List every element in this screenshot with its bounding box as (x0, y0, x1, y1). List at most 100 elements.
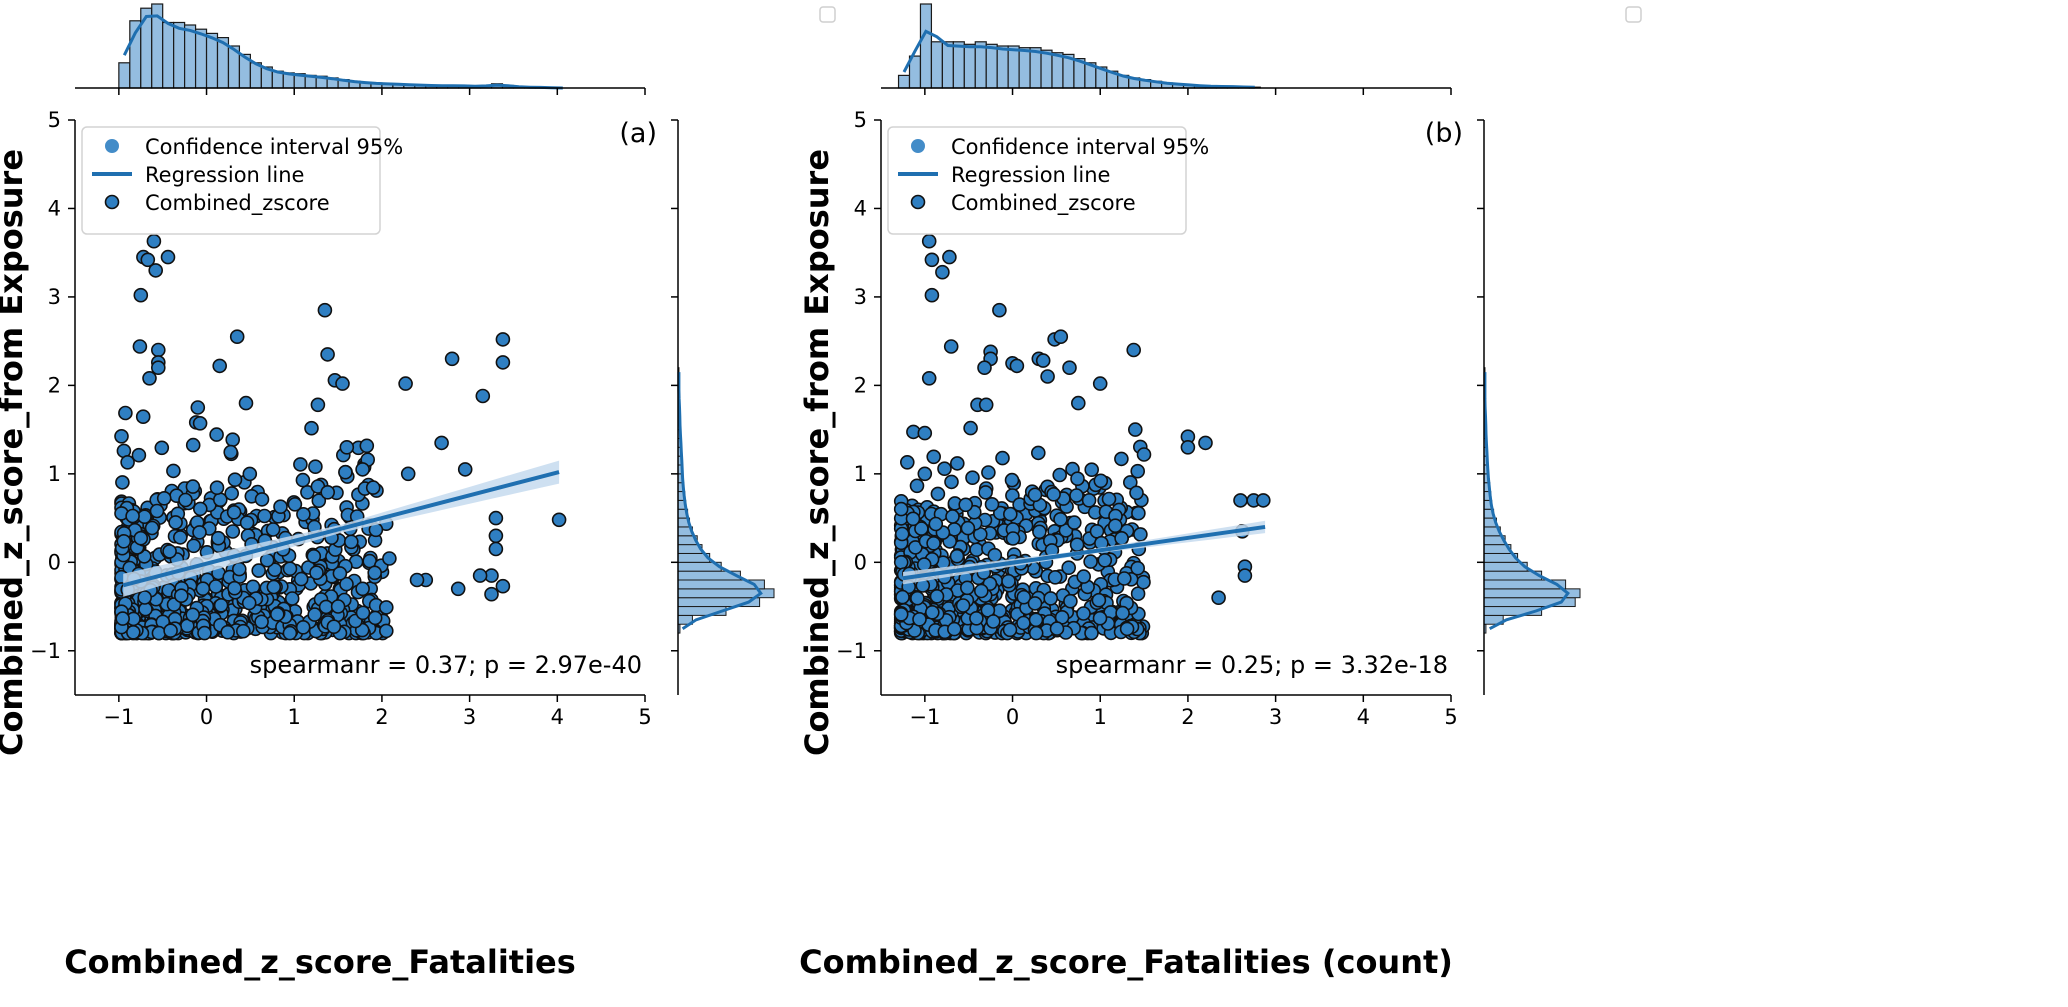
scatter-point (151, 625, 167, 641)
scatter-point (1027, 596, 1043, 611)
scatter-point (1052, 467, 1067, 483)
scatter-point (987, 547, 1003, 563)
top-hist-bar (952, 41, 965, 89)
scatter-point (293, 571, 309, 587)
scatter-point (1116, 571, 1132, 586)
legend-point-marker (104, 194, 120, 210)
scatter-point (488, 510, 504, 526)
top-hist-bar (162, 21, 175, 89)
x-tick-label: 3 (463, 705, 476, 729)
scatter-point (457, 462, 473, 477)
scatter-point (958, 497, 973, 513)
panel-label: (a) (619, 118, 657, 149)
top-hist-bar (1051, 52, 1064, 89)
scatter-point (185, 437, 201, 453)
scatter-point (978, 485, 993, 500)
empty-legend-box (819, 6, 836, 23)
scatter-point (151, 360, 166, 376)
scatter-point (969, 610, 984, 626)
scatter-point (1255, 493, 1271, 508)
x-tick-label: 0 (200, 705, 213, 729)
scatter-point (160, 249, 176, 265)
scatter-point (928, 516, 944, 532)
scatter-point (1114, 530, 1129, 546)
x-tick-label: −1 (909, 705, 940, 729)
scatter-point (293, 457, 308, 472)
scatter-point (359, 438, 375, 454)
scatter-point (197, 625, 212, 641)
scatter-point (444, 351, 460, 367)
scatter-point (142, 370, 157, 386)
scatter-point (296, 506, 311, 522)
x-tick-label: −1 (103, 705, 134, 729)
x-tick-label: 2 (375, 705, 388, 729)
top-hist-bar (194, 28, 208, 89)
scatter-point (409, 572, 425, 588)
scatter-point (367, 610, 383, 626)
legend-entry: Combined_zscore (951, 191, 1136, 216)
scatter-point (1089, 523, 1105, 539)
x-axis-label: Combined_z_score_Fatalities (count) (799, 943, 1453, 981)
scatter-point (944, 474, 959, 490)
top-hist-bar (173, 21, 186, 89)
scatter-point (943, 339, 959, 354)
scatter-point (133, 287, 149, 303)
scatter-point (149, 503, 165, 519)
top-marginal-histogram (881, 3, 1642, 95)
scatter-point (326, 619, 342, 635)
scatter-point (950, 456, 965, 471)
scatter-point (284, 591, 300, 606)
scatter-point (1047, 569, 1063, 585)
scatter-point (984, 496, 1000, 512)
scatter-point (287, 496, 303, 512)
scatter-point (173, 530, 188, 545)
y-tick-label: 3 (48, 285, 61, 309)
scatter-point (162, 544, 177, 559)
scatter-point (115, 475, 130, 490)
scatter-point (1076, 606, 1091, 621)
scatter-point (166, 463, 181, 479)
scatter-point (1027, 487, 1043, 503)
scatter-point (1084, 462, 1100, 478)
scatter-point (225, 524, 241, 539)
scatter-point (1211, 590, 1226, 606)
scatter-point (125, 508, 140, 524)
scatter-point (254, 492, 270, 507)
x-tick-label: 4 (1357, 705, 1370, 729)
scatter-point (1061, 560, 1077, 576)
y-axis-label: Combined_z_score_from Exposure (798, 149, 836, 756)
scatter-point (926, 449, 941, 465)
scatter-point (209, 480, 225, 496)
scatter-point (245, 579, 261, 595)
legend: Confidence interval 95% Regression line Co… (81, 126, 403, 235)
y-tick-label: 1 (48, 462, 61, 486)
legend-point-marker (910, 194, 926, 210)
legend-box (887, 126, 1187, 235)
scatter-point (133, 530, 149, 546)
top-hist-bar (985, 43, 998, 89)
x-tick-label: 4 (551, 705, 564, 729)
y-tick-label: 5 (854, 108, 867, 132)
scatter-point (937, 461, 952, 477)
scatter-point (1053, 511, 1068, 527)
scatter-point (232, 561, 247, 577)
scatter-point (925, 604, 940, 620)
scatter-point (495, 355, 511, 370)
scatter-point (178, 492, 193, 508)
scatter-point (1126, 342, 1142, 358)
scatter-point (209, 427, 224, 442)
top-hist-bar (1029, 47, 1042, 89)
x-axis-label: Combined_z_score_Fatalities (64, 943, 576, 981)
scatter-point (306, 548, 322, 564)
scatter-point (318, 599, 334, 615)
scatter-point (115, 611, 130, 626)
empty-legend-box (1625, 6, 1642, 23)
scatter-point (339, 439, 355, 455)
scatter-point (367, 565, 383, 581)
right-kde-curve (677, 372, 763, 630)
scatter-point (330, 599, 346, 614)
scatter-point (1040, 369, 1055, 384)
scatter-point (1028, 612, 1044, 628)
y-tick-label: 0 (854, 550, 867, 574)
